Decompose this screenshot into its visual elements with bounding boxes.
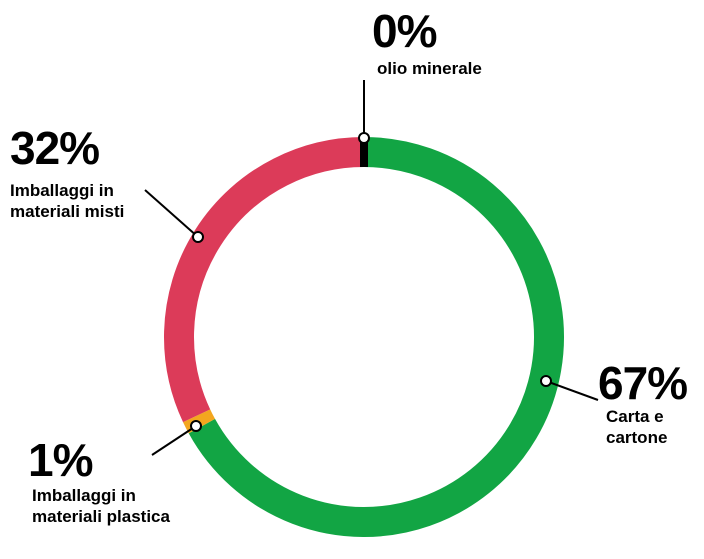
value-label: 67% [598,357,688,409]
donut-segment [164,137,365,423]
category-label: olio minerale [377,59,482,78]
value-label: 0% [372,5,437,57]
value-label: 32% [10,122,100,174]
leader-line [545,380,599,401]
category-label: Carta e cartone [606,407,668,447]
leader-dot [540,375,552,387]
donut-segment [188,137,564,537]
leader-dot [192,231,204,243]
category-label: Imballaggi in materiali plastica [32,486,170,526]
leader-dot [358,132,370,144]
leader-line [144,189,199,238]
leader-line [151,425,197,456]
leader-dot [190,420,202,432]
value-label: 1% [28,434,93,486]
category-label: Imballaggi in materiali misti [10,181,125,221]
